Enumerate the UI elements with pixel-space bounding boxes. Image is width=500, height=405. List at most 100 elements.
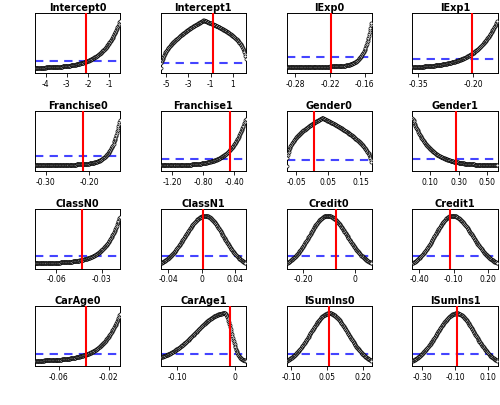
Point [332,218,340,224]
Point [168,163,176,169]
Point [361,353,369,360]
Point [226,148,234,155]
Point [52,65,60,71]
Point [106,148,114,154]
Point [492,163,500,169]
Point [409,65,417,71]
Point [106,331,114,337]
Point [416,131,424,138]
Point [204,20,212,26]
Point [420,64,428,70]
Point [203,213,211,220]
Point [224,241,232,247]
Point [330,64,338,70]
Point [205,214,213,220]
Point [287,64,295,71]
Point [436,62,444,69]
Point [226,148,234,154]
Point [488,257,496,264]
Point [234,134,242,141]
Point [346,237,354,243]
Point [469,51,477,57]
Point [214,156,222,162]
Point [34,358,42,364]
Point [464,53,472,60]
Point [475,45,483,52]
Point [306,330,314,337]
Point [198,213,205,220]
Point [70,258,78,265]
Point [191,23,199,30]
Point [312,222,320,228]
Point [328,311,336,318]
Point [348,61,356,68]
Point [240,121,248,127]
Point [79,162,87,168]
Point [188,162,196,168]
Point [458,219,466,226]
Point [108,37,116,43]
Title: ISumIns1: ISumIns1 [430,296,480,306]
Point [432,332,440,339]
Point [96,158,104,164]
Point [212,157,220,164]
Point [473,48,481,54]
Point [294,250,302,257]
Point [475,46,483,52]
Point [237,43,245,49]
Point [216,228,224,235]
Point [68,63,76,69]
Point [367,357,375,364]
Point [116,119,124,126]
Point [332,217,340,224]
Point [439,155,447,162]
Point [466,52,474,59]
Point [351,245,359,251]
Point [58,162,66,168]
Point [417,64,425,71]
Point [430,63,438,70]
Point [317,216,325,222]
Point [445,314,453,320]
Point [208,314,216,321]
Point [289,256,297,262]
Point [60,64,68,70]
Point [210,22,218,29]
Point [316,217,324,224]
Point [202,319,210,325]
Point [441,62,449,68]
Point [178,162,186,169]
Point [194,328,202,334]
Point [460,220,468,227]
Point [336,64,344,70]
Point [471,49,479,55]
Point [55,260,63,266]
Point [286,258,294,264]
Point [234,351,241,357]
Point [175,345,183,351]
Point [423,64,431,70]
Point [216,155,224,162]
Point [206,159,214,165]
Point [164,163,172,169]
Point [356,55,364,62]
Point [462,224,470,230]
Point [417,64,425,71]
Point [36,65,44,72]
Point [163,256,171,262]
Point [50,162,58,168]
Point [100,339,108,346]
Point [92,252,100,258]
Point [420,250,428,256]
Point [221,236,229,243]
Point [200,18,208,25]
Point [463,161,471,168]
Point [38,260,46,266]
Point [494,163,500,169]
Point [444,61,452,67]
Point [482,252,490,258]
Point [322,311,330,318]
Point [334,220,342,227]
Point [226,244,234,250]
Point [105,333,113,339]
